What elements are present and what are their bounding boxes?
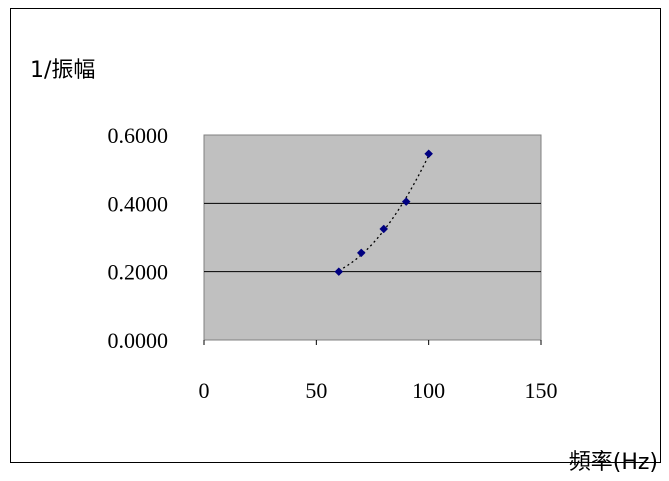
x-tick-label: 100 xyxy=(412,378,445,403)
gridlines xyxy=(204,202,541,273)
x-tick-label: 50 xyxy=(305,378,327,403)
y-tick-label: 0.4000 xyxy=(108,191,169,216)
plot-area xyxy=(203,134,542,341)
data-points xyxy=(334,149,434,277)
x-tick-label: 150 xyxy=(525,378,558,403)
x-axis-title: 頻率(Hz) xyxy=(569,450,658,475)
x-tick-label: 0 xyxy=(199,378,210,403)
y-tick-label: 0.2000 xyxy=(108,260,169,285)
y-axis-tick-labels: 0.0000 0.2000 0.4000 0.6000 xyxy=(108,123,169,353)
data-point xyxy=(401,197,411,206)
y-tick-label: 0.0000 xyxy=(108,328,169,353)
x-axis-tick-labels: 0 50 100 150 xyxy=(199,378,558,403)
data-point xyxy=(424,149,434,159)
y-axis-title: 1/振幅 xyxy=(30,58,95,83)
data-point xyxy=(356,248,366,258)
data-point xyxy=(379,224,389,234)
y-tick-label: 0.6000 xyxy=(108,123,169,148)
x-axis-ticks xyxy=(203,340,542,345)
data-point xyxy=(334,267,344,277)
